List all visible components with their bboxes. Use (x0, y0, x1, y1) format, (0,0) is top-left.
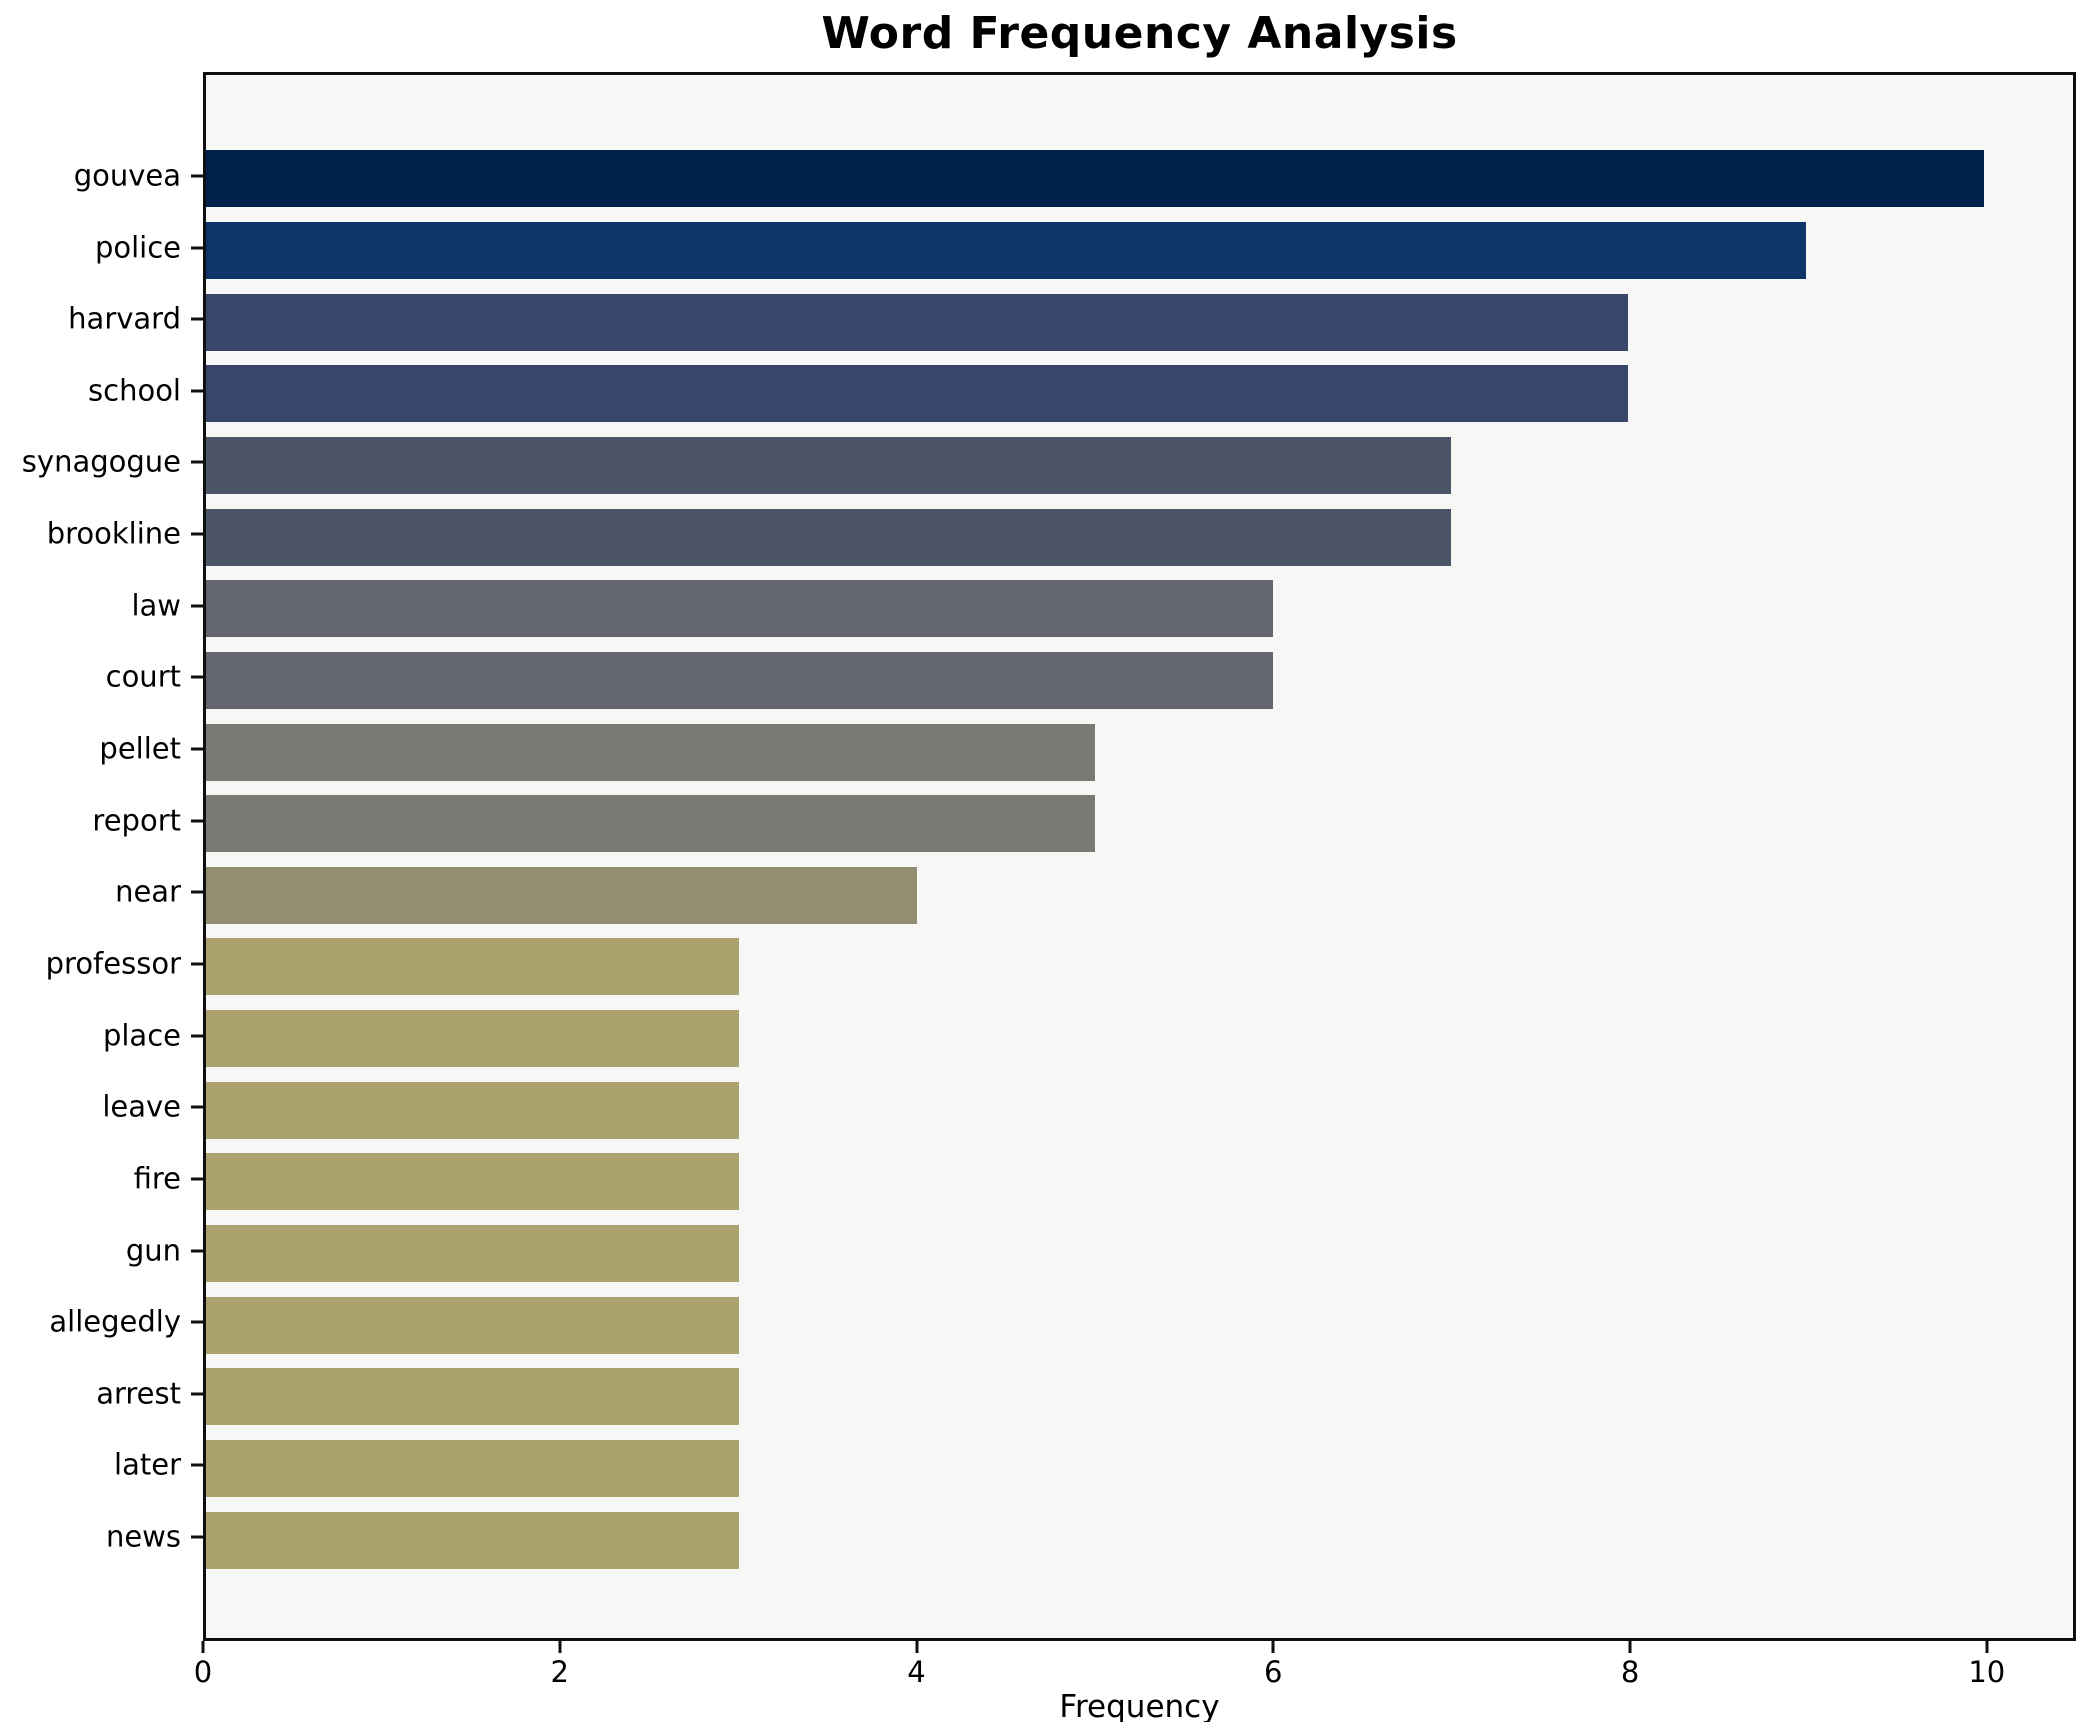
y-tick-mark (191, 317, 203, 321)
y-tick-mark (191, 1320, 203, 1324)
x-tick-mark (201, 1641, 205, 1653)
bar-professor (206, 938, 740, 996)
y-tick-label-report: report (92, 803, 181, 838)
y-tick-label-later: later (114, 1447, 181, 1482)
y-tick-mark (191, 532, 203, 536)
y-tick-label-synagogue: synagogue (21, 444, 181, 479)
y-tick-label-school: school (88, 373, 181, 408)
y-tick-mark (191, 1463, 203, 1467)
bar-pellet (206, 723, 1096, 781)
y-tick-label-allegedly: allegedly (49, 1304, 181, 1339)
x-axis-label: Frequency (1059, 1689, 1220, 1722)
y-tick-label-law: law (131, 588, 181, 623)
x-tick-label-6: 6 (1264, 1655, 1283, 1689)
x-tick-label-10: 10 (1968, 1655, 2006, 1689)
y-tick-mark (191, 819, 203, 823)
bar-later (206, 1439, 740, 1497)
y-tick-label-news: news (105, 1519, 181, 1554)
y-tick-mark (191, 174, 203, 178)
y-tick-label-gouvea: gouvea (73, 158, 181, 193)
bar-allegedly (206, 1296, 740, 1354)
y-tick-mark (191, 1034, 203, 1038)
y-tick-label-place: place (102, 1018, 181, 1053)
bar-harvard (206, 293, 1629, 351)
bar-news (206, 1511, 740, 1569)
y-tick-mark (191, 1105, 203, 1109)
y-tick-label-arrest: arrest (96, 1376, 181, 1411)
bar-report (206, 795, 1096, 853)
y-tick-mark (191, 460, 203, 464)
y-tick-label-fire: fire (133, 1161, 181, 1196)
bar-brookline (206, 508, 1451, 566)
bar-near (206, 866, 918, 924)
y-tick-mark (191, 1392, 203, 1396)
plot-area (203, 72, 2076, 1641)
y-tick-mark (191, 1177, 203, 1181)
bar-law (206, 580, 1273, 638)
y-tick-mark (191, 675, 203, 679)
x-tick-mark (1271, 1641, 1275, 1653)
bar-gouvea (206, 150, 1985, 208)
y-tick-mark (191, 962, 203, 966)
y-tick-label-leave: leave (102, 1089, 181, 1124)
bar-court (206, 651, 1273, 709)
y-tick-label-court: court (105, 659, 181, 694)
bar-fire (206, 1153, 740, 1211)
y-tick-mark (191, 389, 203, 393)
x-tick-mark (1985, 1641, 1989, 1653)
y-tick-mark (191, 1249, 203, 1253)
y-tick-mark (191, 747, 203, 751)
x-tick-mark (1628, 1641, 1632, 1653)
bar-synagogue (206, 436, 1451, 494)
y-tick-label-pellet: pellet (99, 731, 181, 766)
y-tick-mark (191, 604, 203, 608)
x-tick-label-2: 2 (550, 1655, 569, 1689)
bar-police (206, 222, 1807, 280)
bar-gun (206, 1225, 740, 1283)
y-tick-label-professor: professor (45, 946, 181, 981)
y-tick-label-near: near (115, 874, 181, 909)
bar-leave (206, 1081, 740, 1139)
y-tick-mark (191, 246, 203, 250)
y-tick-label-harvard: harvard (68, 301, 181, 336)
y-tick-label-police: police (94, 230, 181, 265)
x-tick-label-8: 8 (1620, 1655, 1640, 1689)
y-tick-mark (191, 1535, 203, 1539)
x-tick-mark (915, 1641, 919, 1653)
bar-school (206, 365, 1629, 423)
x-tick-label-4: 4 (907, 1655, 926, 1689)
chart-title: Word Frequency Analysis (821, 8, 1458, 59)
y-tick-mark (191, 890, 203, 894)
x-tick-mark (558, 1641, 562, 1653)
bar-arrest (206, 1368, 740, 1426)
y-tick-label-gun: gun (125, 1233, 181, 1268)
y-tick-label-brookline: brookline (46, 516, 181, 551)
x-tick-label-0: 0 (193, 1655, 213, 1689)
bar-place (206, 1010, 740, 1068)
